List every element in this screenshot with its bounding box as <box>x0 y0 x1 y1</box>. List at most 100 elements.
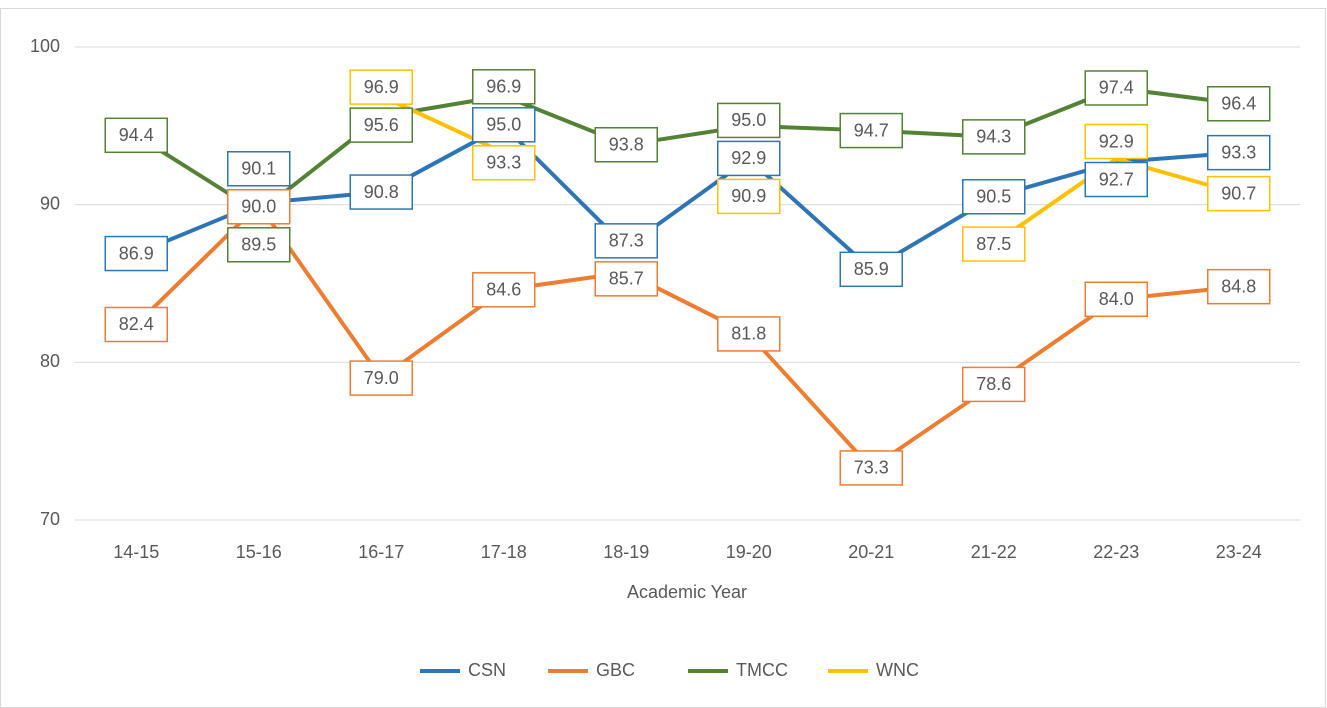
data-label-box <box>104 117 168 154</box>
x-tick-label: 21-22 <box>971 542 1017 562</box>
data-label-text: 84.8 <box>1221 276 1256 296</box>
data-label-text: 95.6 <box>364 115 399 135</box>
data-label: 89.5 <box>227 227 291 263</box>
data-label-text: 90.0 <box>241 197 276 217</box>
data-label-text: 89.5 <box>241 235 276 255</box>
data-label-box <box>349 69 413 105</box>
y-tick-label: 100 <box>30 36 60 56</box>
x-tick-label: 14-15 <box>113 542 159 562</box>
x-tick-label: 20-21 <box>848 542 894 562</box>
x-tick-label: 18-19 <box>603 542 649 562</box>
data-label: 92.9 <box>1084 123 1148 160</box>
data-label: 87.5 <box>962 226 1026 262</box>
data-label-box <box>349 107 413 143</box>
x-tick-label: 17-18 <box>481 542 527 562</box>
data-label: 94.7 <box>839 112 903 149</box>
data-label-text: 84.6 <box>486 280 521 300</box>
legend-label: CSN <box>468 660 506 680</box>
data-label-box <box>1084 161 1148 198</box>
data-label: 84.0 <box>1084 281 1148 318</box>
y-tick-label: 80 <box>40 351 60 371</box>
data-label-box <box>1207 268 1271 305</box>
x-tick-label: 19-20 <box>726 542 772 562</box>
data-label-text: 87.3 <box>609 231 644 251</box>
y-tick-label: 90 <box>40 193 60 213</box>
data-label-box <box>1084 281 1148 318</box>
data-label-text: 92.9 <box>731 148 766 168</box>
data-label-box <box>104 306 168 343</box>
data-label-box <box>104 235 168 272</box>
data-label: 96.9 <box>349 69 413 105</box>
data-label: 81.8 <box>717 316 781 352</box>
data-label-text: 96.9 <box>364 77 399 97</box>
data-label: 90.9 <box>717 178 781 215</box>
data-label-box <box>839 450 903 486</box>
x-axis-label: Academic Year <box>627 582 747 602</box>
data-label-box <box>227 189 291 225</box>
data-label: 84.8 <box>1207 268 1271 305</box>
data-label-text: 78.6 <box>976 374 1011 394</box>
legend-label: TMCC <box>736 660 788 680</box>
data-label-text: 87.5 <box>976 234 1011 254</box>
data-label: 93.3 <box>472 145 536 181</box>
data-label: 84.6 <box>472 272 536 308</box>
x-tick-label: 15-16 <box>236 542 282 562</box>
legend-label: GBC <box>596 660 635 680</box>
data-label-box <box>717 178 781 215</box>
data-label-text: 86.9 <box>119 243 154 263</box>
chart-frame <box>0 8 1326 708</box>
data-label-text: 96.9 <box>486 77 521 97</box>
data-label-box <box>472 69 536 105</box>
data-label-text: 93.8 <box>609 135 644 155</box>
data-label: 93.8 <box>594 127 658 163</box>
data-label: 86.9 <box>104 235 168 272</box>
data-label: 90.7 <box>1207 175 1271 212</box>
data-label: 97.4 <box>1084 70 1148 106</box>
data-label-text: 94.3 <box>976 127 1011 147</box>
data-label-box <box>717 102 781 139</box>
data-label-text: 94.7 <box>854 120 889 140</box>
data-label: 73.3 <box>839 450 903 486</box>
data-label-box <box>227 227 291 263</box>
data-label-text: 97.4 <box>1099 78 1134 98</box>
data-label-box <box>227 151 291 187</box>
data-label-text: 95.0 <box>486 115 521 135</box>
series-line <box>135 85 1240 215</box>
data-label-text: 90.7 <box>1221 183 1256 203</box>
data-label: 94.3 <box>962 119 1026 155</box>
legend-label: WNC <box>876 660 919 680</box>
data-label-box <box>594 223 658 259</box>
data-label-box <box>1207 175 1271 212</box>
data-label-text: 82.4 <box>119 314 154 334</box>
data-label-text: 81.8 <box>731 324 766 344</box>
data-label-text: 84.0 <box>1099 289 1134 309</box>
data-label-box <box>472 145 536 181</box>
data-label: 94.4 <box>104 117 168 154</box>
data-label: 79.0 <box>349 360 413 396</box>
data-label-text: 73.3 <box>854 458 889 478</box>
data-label: 92.9 <box>717 140 781 177</box>
data-label: 90.1 <box>227 151 291 187</box>
data-label-text: 79.0 <box>364 368 399 388</box>
data-label-box <box>962 179 1026 215</box>
series-line <box>135 123 1239 272</box>
data-label: 85.9 <box>839 251 903 288</box>
data-label-box <box>594 127 658 163</box>
data-label-text: 93.3 <box>486 153 521 173</box>
data-label-box <box>349 174 413 210</box>
data-label-text: 96.4 <box>1221 94 1256 114</box>
data-label-box <box>594 261 658 297</box>
data-label-text: 90.1 <box>241 159 276 179</box>
data-label-text: 90.5 <box>976 187 1011 207</box>
x-tick-label: 16-17 <box>358 542 404 562</box>
data-label-box <box>717 140 781 177</box>
data-label: 92.7 <box>1084 161 1148 198</box>
data-label: 82.4 <box>104 306 168 343</box>
data-label-text: 85.7 <box>609 269 644 289</box>
data-label-text: 94.4 <box>119 125 154 145</box>
data-label: 90.0 <box>227 189 291 225</box>
data-label-box <box>962 366 1026 403</box>
data-label-box <box>472 107 536 143</box>
